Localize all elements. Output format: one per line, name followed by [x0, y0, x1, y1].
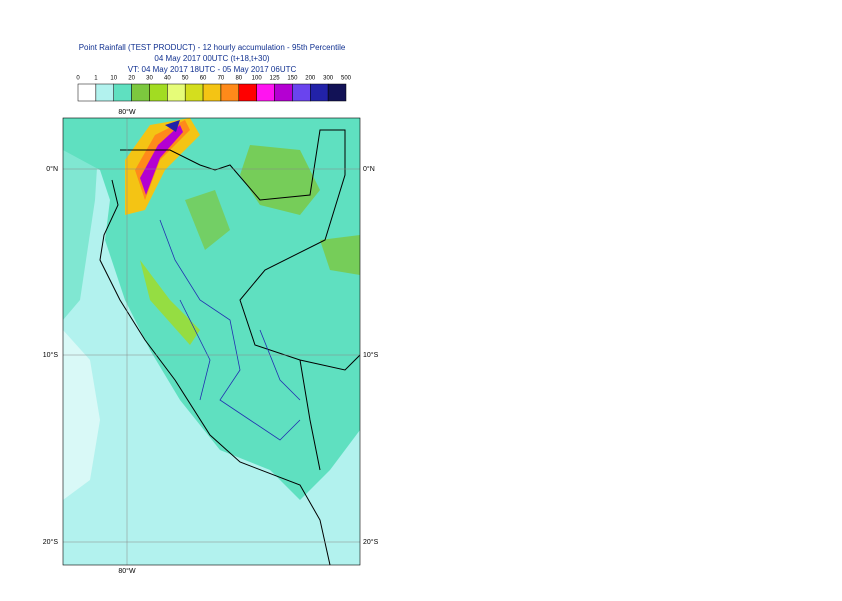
- legend-swatch: [256, 83, 275, 102]
- legend-swatch: [202, 83, 222, 102]
- legend-label: 80: [235, 76, 242, 82]
- legend-label: 10: [110, 76, 117, 82]
- rain-area: [140, 125, 183, 195]
- legend-label: 40: [164, 76, 171, 82]
- legend-swatch: [167, 83, 186, 102]
- legend-label: 30: [146, 76, 153, 82]
- lat-label: 20°S: [363, 538, 379, 546]
- lat-label: 10°S: [43, 351, 59, 359]
- legend-label: 0: [76, 76, 80, 82]
- rain-area: [63, 118, 360, 500]
- legend-swatch: [327, 83, 347, 102]
- rain-area: [63, 118, 100, 320]
- legend-label: 125: [270, 76, 281, 82]
- dry-area: [63, 330, 100, 500]
- frame: [62, 117, 361, 566]
- region-borders: [159, 219, 301, 441]
- title: Point Rainfall (TEST PRODUCT) - 12 hourl…: [79, 43, 346, 52]
- base-time: 04 May 2017 00UTC (t+18,t+30): [154, 54, 270, 63]
- legend-label: 300: [323, 76, 334, 82]
- border: [120, 129, 360, 471]
- lon-label: 80°W: [118, 567, 136, 575]
- legend-label: 70: [218, 76, 225, 82]
- legend-swatch: [184, 83, 204, 102]
- legend-label: 100: [252, 76, 263, 82]
- legend: 0 1 10 20 30 40 50 60 70 80 100 125 150 200 300 500: [76, 76, 352, 102]
- legend-swatch: [220, 83, 240, 102]
- rain-area: [165, 120, 180, 132]
- rain-area: [140, 260, 200, 345]
- lat-label: 20°S: [43, 538, 59, 546]
- legend-label: 1: [94, 76, 98, 82]
- legend-swatch: [274, 83, 293, 102]
- legend-label: 50: [182, 76, 189, 82]
- legend-swatch: [310, 83, 329, 102]
- legend-label: 500: [341, 76, 352, 82]
- legend-swatch: [95, 83, 114, 102]
- rain-area: [320, 235, 360, 275]
- lat-label: 0°N: [363, 165, 375, 173]
- legend-label: 200: [305, 76, 316, 82]
- lat-label: 0°N: [46, 165, 58, 173]
- legend-swatch: [292, 83, 311, 102]
- map: 80°W 80°W 0°N 10°S 20°S 0°N 10°S 20°S: [43, 108, 379, 575]
- rain-area: [185, 190, 230, 250]
- legend-swatch: [131, 83, 150, 102]
- legend-swatch: [77, 83, 97, 102]
- legend-label: 60: [200, 76, 207, 82]
- legend-swatch: [113, 83, 132, 102]
- coastline: [99, 179, 331, 565]
- legend-swatch: [238, 83, 257, 102]
- valid-time: VT: 04 May 2017 18UTC - 05 May 2017 06UT…: [128, 65, 297, 74]
- lon-label: 80°W: [118, 108, 136, 116]
- legend-swatch: [149, 83, 168, 102]
- legend-label: 20: [128, 76, 135, 82]
- legend-label: 150: [287, 76, 298, 82]
- lat-label: 10°S: [363, 351, 379, 359]
- rain-area: [240, 145, 320, 215]
